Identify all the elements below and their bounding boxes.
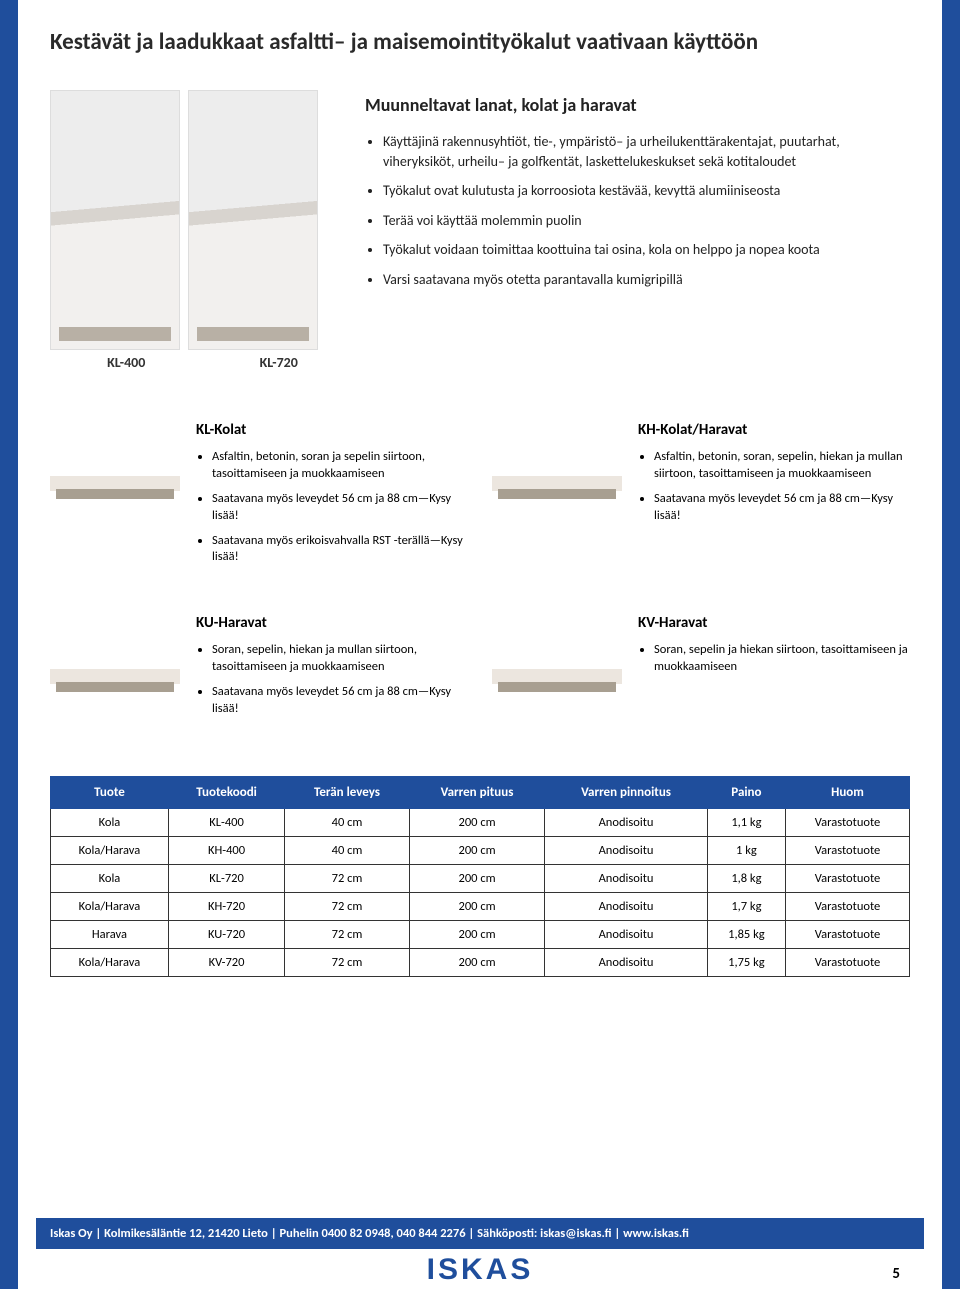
product-desc: KH-Kolat/Haravat Asfaltin, betonin, sora…: [638, 421, 918, 574]
table-header-row: Tuote Tuotekoodi Terän leveys Varren pit…: [51, 776, 910, 808]
table-cell: Anodisoitu: [545, 808, 708, 836]
table-cell: 200 cm: [409, 808, 544, 836]
table-cell: Anodisoitu: [545, 892, 708, 920]
table-cell: KH-400: [168, 836, 284, 864]
product-desc: KV-Haravat Soran, sepelin ja hiekan siir…: [638, 614, 918, 726]
table-cell: Varastotuote: [786, 864, 910, 892]
product-image-kl400: [50, 90, 180, 350]
product-name: KL-Kolat: [196, 421, 476, 439]
table-header: Terän leveys: [285, 776, 410, 808]
table-cell: Kola/Harava: [51, 948, 169, 976]
logo: ISKAS: [427, 1253, 534, 1287]
product-image-kh-kolat: [492, 421, 622, 521]
product-image-kv-haravat: [492, 614, 622, 714]
page-number: 5: [892, 1265, 900, 1283]
hero-heading: Muunneltavat lanat, kolat ja haravat: [365, 94, 910, 116]
product-desc: KU-Haravat Soran, sepelin, hiekan ja mul…: [196, 614, 476, 726]
product-bullet: Asfaltin, betonin, soran, sepelin, hieka…: [654, 449, 918, 483]
product-bullet: Saatavana myös leveydet 56 cm ja 88 cm—K…: [654, 491, 918, 525]
table-cell: Varastotuote: [786, 948, 910, 976]
table-cell: 200 cm: [409, 948, 544, 976]
products-grid: KL-Kolat Asfaltin, betonin, soran ja sep…: [50, 421, 910, 726]
product-name: KV-Haravat: [638, 614, 918, 632]
table-cell: 40 cm: [285, 836, 410, 864]
table-cell: 200 cm: [409, 864, 544, 892]
image-label: KL-400: [107, 354, 145, 371]
product-image-kl720: [188, 90, 318, 350]
table-cell: Kola: [51, 808, 169, 836]
page-title: Kestävät ja laadukkaat asfaltti– ja mais…: [50, 28, 910, 56]
table-cell: 40 cm: [285, 808, 410, 836]
table-header: Varren pinnoitus: [545, 776, 708, 808]
hero-bullet: Varsi saatavana myös otetta parantavalla…: [383, 270, 910, 290]
table-header: Tuote: [51, 776, 169, 808]
table-cell: Anodisoitu: [545, 864, 708, 892]
hero-section: KL-400 KL-720 Muunneltavat lanat, kolat …: [50, 90, 910, 371]
table-row: Kola/HaravaKH-40040 cm200 cmAnodisoitu1 …: [51, 836, 910, 864]
table-cell: Kola/Harava: [51, 836, 169, 864]
table-cell: Varastotuote: [786, 836, 910, 864]
product-name: KU-Haravat: [196, 614, 476, 632]
product-desc: KL-Kolat Asfaltin, betonin, soran ja sep…: [196, 421, 476, 574]
table-cell: 72 cm: [285, 948, 410, 976]
table-cell: 1,75 kg: [707, 948, 785, 976]
table-cell: 72 cm: [285, 892, 410, 920]
table-cell: Kola/Harava: [51, 892, 169, 920]
product-bullet: Saatavana myös leveydet 56 cm ja 88 cm—K…: [212, 491, 476, 525]
hero-bullet: Käyttäjinä rakennusyhtiöt, tie-, ympäris…: [383, 132, 910, 171]
table-cell: Varastotuote: [786, 920, 910, 948]
table-cell: 200 cm: [409, 836, 544, 864]
hero-bullet: Työkalut voidaan toimittaa koottuina tai…: [383, 240, 910, 260]
product-image-ku-haravat: [50, 614, 180, 714]
table-cell: Varastotuote: [786, 892, 910, 920]
table-cell: Anodisoitu: [545, 948, 708, 976]
product-bullet: Soran, sepelin, hiekan ja mullan siirtoo…: [212, 642, 476, 676]
table-cell: 1 kg: [707, 836, 785, 864]
product-image-kl-kolat: [50, 421, 180, 521]
table-cell: KL-720: [168, 864, 284, 892]
table-header: Tuotekoodi: [168, 776, 284, 808]
product-name: KH-Kolat/Haravat: [638, 421, 918, 439]
spec-table: Tuote Tuotekoodi Terän leveys Varren pit…: [50, 776, 910, 977]
table-header: Varren pituus: [409, 776, 544, 808]
table-cell: Anodisoitu: [545, 920, 708, 948]
table-cell: Varastotuote: [786, 808, 910, 836]
product-bullet: Soran, sepelin ja hiekan siirtoon, tasoi…: [654, 642, 918, 676]
hero-bullet: Terää voi käyttää molemmin puolin: [383, 211, 910, 231]
hero-bullet-list: Käyttäjinä rakennusyhtiöt, tie-, ympäris…: [365, 132, 910, 290]
hero-bullet: Työkalut ovat kulutusta ja korroosiota k…: [383, 181, 910, 201]
product-bullet: Saatavana myös erikoisvahvalla RST -terä…: [212, 533, 476, 567]
table-cell: 1,7 kg: [707, 892, 785, 920]
table-cell: Harava: [51, 920, 169, 948]
table-cell: 1,8 kg: [707, 864, 785, 892]
table-row: Kola/HaravaKV-72072 cm200 cmAnodisoitu1,…: [51, 948, 910, 976]
table-cell: 200 cm: [409, 892, 544, 920]
table-header: Huom: [786, 776, 910, 808]
table-cell: Kola: [51, 864, 169, 892]
table-row: HaravaKU-72072 cm200 cmAnodisoitu1,85 kg…: [51, 920, 910, 948]
footer-bar: Iskas Oy | Kolmikesäläntie 12, 21420 Lie…: [36, 1218, 924, 1249]
table-cell: Anodisoitu: [545, 836, 708, 864]
table-cell: KU-720: [168, 920, 284, 948]
table-row: KolaKL-40040 cm200 cmAnodisoitu1,1 kgVar…: [51, 808, 910, 836]
table-cell: 72 cm: [285, 920, 410, 948]
table-row: Kola/HaravaKH-72072 cm200 cmAnodisoitu1,…: [51, 892, 910, 920]
table-cell: KH-720: [168, 892, 284, 920]
table-cell: 200 cm: [409, 920, 544, 948]
table-cell: 1,85 kg: [707, 920, 785, 948]
product-bullet: Saatavana myös leveydet 56 cm ja 88 cm—K…: [212, 684, 476, 718]
table-header: Paino: [707, 776, 785, 808]
table-cell: 1,1 kg: [707, 808, 785, 836]
table-row: KolaKL-72072 cm200 cmAnodisoitu1,8 kgVar…: [51, 864, 910, 892]
table-cell: KV-720: [168, 948, 284, 976]
image-label: KL-720: [260, 354, 298, 371]
table-cell: 72 cm: [285, 864, 410, 892]
product-bullet: Asfaltin, betonin, soran ja sepelin siir…: [212, 449, 476, 483]
table-cell: KL-400: [168, 808, 284, 836]
